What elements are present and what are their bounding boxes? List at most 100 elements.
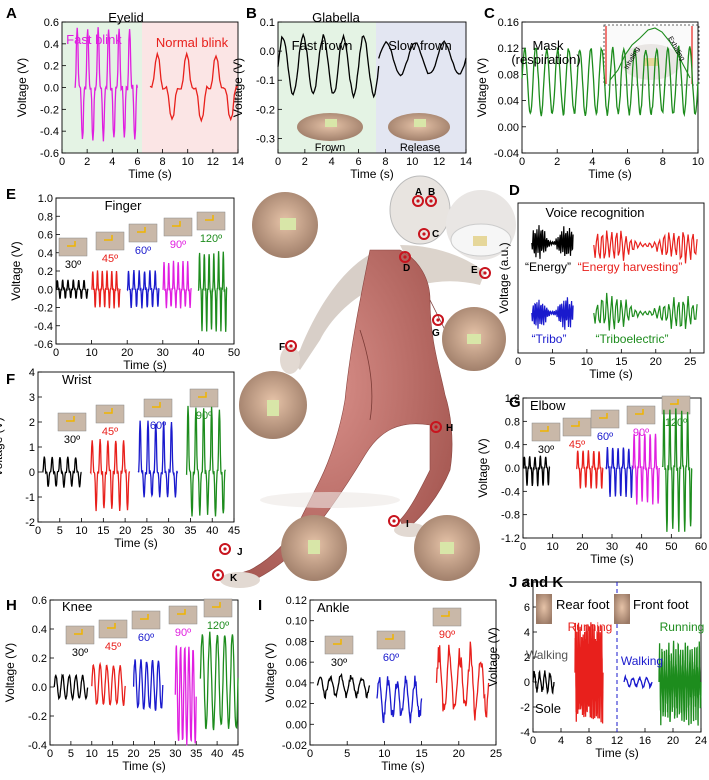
panel-g-ytick-label: 0.8 [505, 416, 520, 428]
panel-c-xtick-label: 4 [589, 156, 595, 168]
panel-f-series-45 [89, 438, 131, 512]
panel-jk-xtick-label: 20 [667, 735, 679, 747]
panel-d-series-2 [531, 297, 574, 330]
panel-e-ytick-label: -0.2 [34, 303, 53, 315]
body-marker-dot [483, 271, 487, 275]
panel-h-angle-label: 30º [72, 647, 88, 659]
panel-f-thumb [57, 412, 87, 432]
panel-f-ytick-label: -1 [25, 492, 35, 504]
body-marker-dot [429, 199, 433, 203]
panel-g-xtick-label: 20 [576, 541, 588, 553]
panel-jk-front-label: Front foot [633, 597, 689, 612]
panel-c-inset [603, 24, 700, 86]
panel-e-ytick-label: 0.0 [38, 284, 53, 296]
panel-e-ylabel: Voltage (V) [9, 241, 23, 300]
body-marker-j [219, 543, 231, 555]
panel-a-ylabel: Voltage (V) [15, 58, 29, 117]
panel-f-thumb [143, 398, 173, 418]
panel-g-ytick-label: -0.4 [501, 486, 520, 498]
panel-b-frame [277, 21, 467, 154]
panel-f-ytick-label: -2 [25, 517, 35, 529]
panel-jk-letter: J and K [509, 574, 563, 591]
panel-i-xtick-label: 0 [307, 748, 313, 760]
panel-jk-sole-label: Sole [535, 701, 561, 716]
panel-a-xtick-label: 14 [232, 156, 244, 168]
panel-e-thumb [196, 211, 226, 231]
panel-e-xtick-label: 10 [85, 347, 97, 359]
panel-i-angle-icon [333, 639, 342, 645]
panel-f-xtick-label: 15 [97, 525, 109, 537]
body-marker-dot [216, 573, 220, 577]
panel-b-ytick-label: -0.3 [256, 133, 275, 145]
body-marker-label: A [415, 187, 422, 198]
panel-b-xtick-label: 8 [382, 156, 388, 168]
panel-a-ytick-label: 0.4 [44, 39, 59, 51]
panel-d-series-0 [531, 225, 574, 259]
panel-e-title: Finger [105, 198, 143, 213]
panel-a-xtick-label: 12 [207, 156, 219, 168]
panel-i-ytick-label: -0.02 [282, 740, 307, 752]
panel-h-xtick-label: 20 [127, 748, 139, 760]
panel-b-series2-label: Slow frown [388, 38, 452, 53]
panel-e-ytick-label: 0.2 [38, 266, 53, 278]
panel-d-xlabel: Time (s) [589, 367, 633, 381]
panel-f-title: Wrist [62, 372, 92, 387]
panel-g-title: Elbow [530, 398, 566, 413]
panel-jk-run2-label: Running [660, 620, 705, 634]
panel-g-xlabel: Time (s) [590, 552, 634, 566]
panel-a-xtick-label: 6 [134, 156, 140, 168]
panel-g-thumb [626, 405, 656, 425]
panel-i-angle-label: 60º [383, 652, 399, 664]
panel-e-angle-icon [205, 215, 214, 221]
panel-i-ytick-label: 0.06 [286, 657, 307, 669]
panel-jk-rear-label: Rear foot [556, 597, 610, 612]
panel-b-xtick-label: 10 [406, 156, 418, 168]
photo-insets [239, 190, 516, 581]
panel-b-ylabel: Voltage (V) [231, 58, 245, 117]
panel-f-xtick-label: 40 [206, 525, 218, 537]
panel-c-letter: C [484, 5, 495, 22]
panel-f-thumb [189, 388, 219, 408]
rear-foot-photo [536, 594, 552, 624]
panel-h-ytick-label: -0.2 [28, 711, 47, 723]
panel-jk-xtick-label: 24 [695, 735, 707, 747]
panel-c-xtick-label: 6 [625, 156, 631, 168]
panel-a-xtick-label: 2 [84, 156, 90, 168]
panel-h-angle-label: 90º [175, 627, 191, 639]
panel-d-ylabel: Voltage (a.u.) [497, 242, 511, 313]
panel-h-thumb [168, 605, 198, 625]
panel-a-xtick-label: 8 [160, 156, 166, 168]
panel-b-ytick-label: -0.2 [256, 104, 275, 116]
panel-e-thumb [163, 217, 193, 237]
body-marker-dot [392, 519, 396, 523]
body-marker-label: D [403, 263, 410, 274]
panel-h-series-120 [199, 631, 239, 731]
panel-g-xtick-label: 30 [606, 541, 618, 553]
panel-f-xtick-label: 5 [57, 525, 63, 537]
panel-a-ytick-label: -0.2 [40, 104, 59, 116]
panel-d-xtick-label: 25 [684, 356, 696, 368]
panel-e-angle-icon [172, 221, 181, 227]
panel-g-angle-label: 30º [538, 444, 554, 456]
body-marker-label: C [432, 229, 439, 240]
panel-i-xtick-label: 20 [453, 748, 465, 760]
body-marker-g [432, 314, 444, 326]
panel-h-thumb [65, 625, 95, 645]
panel-a-letter: A [6, 5, 17, 22]
panel-e-xtick-label: 20 [121, 347, 133, 359]
panel-i-ytick-label: 0.08 [286, 636, 307, 648]
body-marker-dot [289, 344, 293, 348]
panel-g-thumb [562, 417, 592, 437]
panel-b-title: Glabella [312, 10, 360, 25]
panel-b-xlabel: Time (s) [350, 167, 394, 181]
panel-g-xtick-label: 60 [695, 541, 707, 553]
panel-h-series-45 [91, 661, 126, 706]
panel-h-ytick-label: 0.4 [32, 624, 47, 636]
body-marker-dot [223, 547, 227, 551]
panel-f-ytick-label: 2 [29, 417, 35, 429]
panel-f-letter: F [6, 371, 15, 388]
panel-e-series-120 [197, 251, 228, 332]
panel-a-xtick-label: 10 [182, 156, 194, 168]
panel-c-xtick-label: 0 [519, 156, 525, 168]
